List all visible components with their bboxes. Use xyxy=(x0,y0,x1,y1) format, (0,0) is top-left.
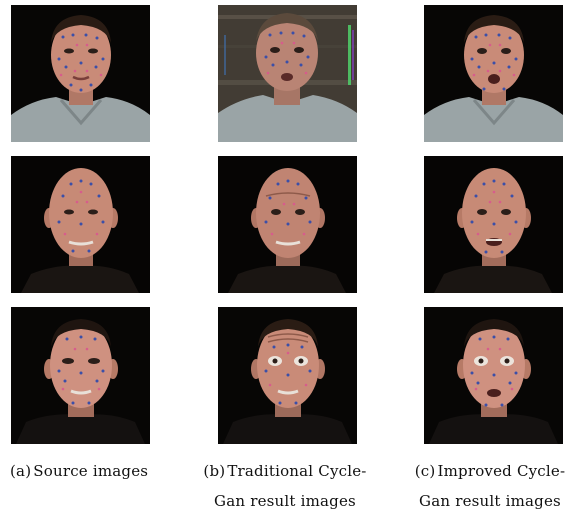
caption-letter: (a) xyxy=(10,462,32,480)
caption-line-2: Gan result images xyxy=(214,492,356,510)
improved-cyclegan-result-subject-1 xyxy=(424,5,563,142)
caption-line-1: Improved Cycle- xyxy=(437,462,566,480)
face-bald-photo xyxy=(11,156,150,293)
traditional-cyclegan-result-subject-2 xyxy=(218,156,357,293)
caption-line-1: Source images xyxy=(33,462,149,480)
improved-cyclegan-result-subject-2 xyxy=(424,156,563,293)
face-hoodie-photo xyxy=(11,5,150,142)
caption-line-1-row: (c) Improved Cycle- xyxy=(410,456,570,486)
caption-letter: (c) xyxy=(414,462,436,480)
caption-line-1-row: (b) Traditional Cycle- xyxy=(200,456,370,486)
face-dark-shirt-clean-photo xyxy=(424,307,563,444)
source-image-subject-1 xyxy=(11,5,150,142)
improved-cyclegan-result-subject-3 xyxy=(424,307,563,444)
face-bald-noisy-photo xyxy=(218,156,357,293)
face-hoodie-clean-photo xyxy=(424,5,563,142)
traditional-cyclegan-result-subject-3 xyxy=(218,307,357,444)
source-image-subject-2 xyxy=(11,156,150,293)
caption-line-2: Gan result images xyxy=(419,492,561,510)
face-hoodie-noisy-photo xyxy=(218,5,357,142)
image-grid xyxy=(11,5,563,444)
source-image-subject-3 xyxy=(11,307,150,444)
traditional-cyclegan-result-subject-1 xyxy=(218,5,357,142)
caption-source-images: (a) Source images xyxy=(10,456,180,486)
face-dark-shirt-noisy-photo xyxy=(218,307,357,444)
caption-improved-cyclegan: (c) Improved Cycle- Gan result images xyxy=(410,456,570,516)
caption-letter: (b) xyxy=(203,462,226,480)
caption-line-1: Traditional Cycle- xyxy=(227,462,367,480)
caption-traditional-cyclegan: (b) Traditional Cycle- Gan result images xyxy=(200,456,370,516)
face-dark-shirt-photo xyxy=(11,307,150,444)
face-bald-clean-photo xyxy=(424,156,563,293)
